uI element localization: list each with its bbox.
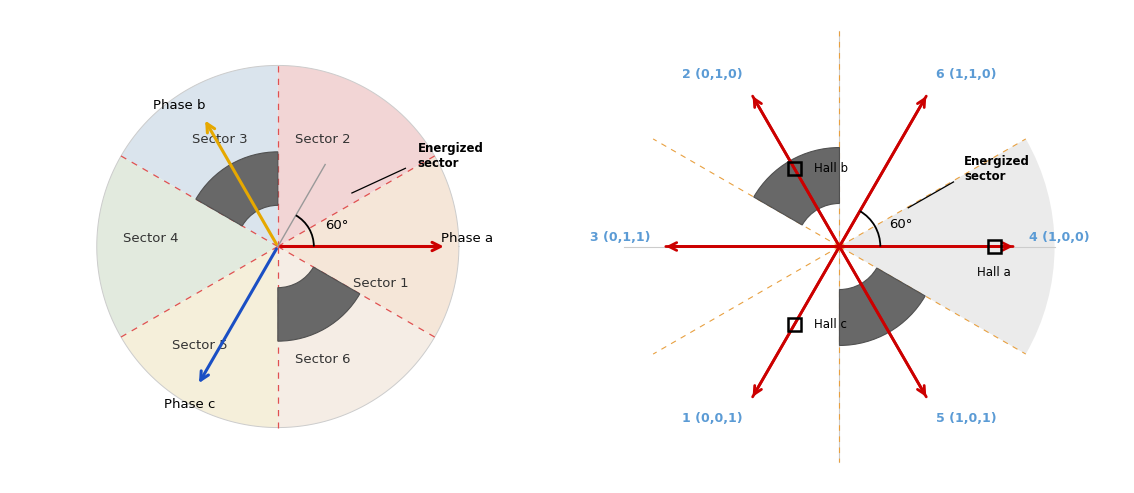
Text: Hall b: Hall b — [813, 162, 847, 175]
Text: 60°: 60° — [889, 218, 913, 232]
Text: Hall c: Hall c — [813, 318, 846, 331]
Wedge shape — [96, 156, 278, 337]
Text: Sector 5: Sector 5 — [172, 339, 228, 352]
Text: Phase a: Phase a — [441, 232, 493, 245]
Text: 5 (1,0,1): 5 (1,0,1) — [937, 412, 997, 425]
Text: Hall a: Hall a — [978, 266, 1012, 279]
Text: Energized
sector: Energized sector — [964, 155, 1030, 183]
Bar — [788, 162, 801, 175]
Text: Sector 4: Sector 4 — [122, 232, 178, 245]
Wedge shape — [278, 156, 459, 337]
Text: Sector 3: Sector 3 — [193, 133, 248, 146]
Wedge shape — [754, 147, 839, 225]
Wedge shape — [278, 267, 359, 341]
Text: 2 (0,1,0): 2 (0,1,0) — [682, 68, 743, 81]
Text: Phase b: Phase b — [153, 100, 205, 112]
Wedge shape — [278, 246, 434, 427]
Wedge shape — [121, 246, 278, 427]
Wedge shape — [278, 66, 434, 246]
Text: Sector 2: Sector 2 — [295, 133, 350, 146]
Wedge shape — [196, 152, 278, 226]
Text: Sector 1: Sector 1 — [353, 277, 408, 290]
Text: Sector 6: Sector 6 — [295, 353, 350, 366]
Text: 1 (0,0,1): 1 (0,0,1) — [682, 412, 743, 425]
Text: Phase c: Phase c — [163, 397, 215, 411]
Wedge shape — [839, 268, 925, 346]
Bar — [788, 318, 801, 331]
Text: 6 (1,1,0): 6 (1,1,0) — [937, 68, 997, 81]
Text: 60°: 60° — [325, 219, 348, 232]
Wedge shape — [839, 139, 1055, 354]
Text: Energized
sector: Energized sector — [417, 142, 483, 170]
Text: 4 (1,0,0): 4 (1,0,0) — [1029, 231, 1090, 245]
Wedge shape — [121, 66, 278, 246]
Bar — [988, 240, 1001, 253]
Text: 3 (0,1,1): 3 (0,1,1) — [590, 231, 650, 245]
